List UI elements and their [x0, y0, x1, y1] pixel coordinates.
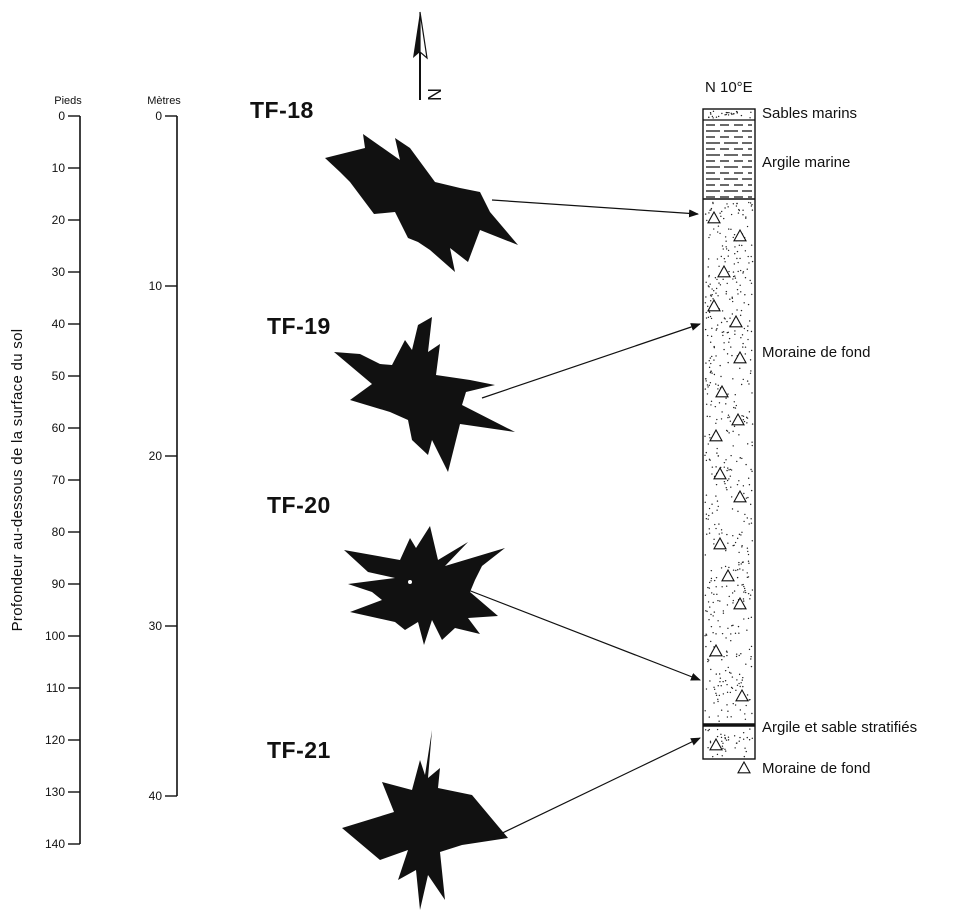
- metre-scale: Mètres 0 10 20 30 40: [147, 95, 181, 803]
- till-clast-icon: [733, 489, 747, 503]
- layer-label-moraine-de-fond-upper: Moraine de fond: [762, 344, 870, 361]
- feet-tick-label: 80: [52, 525, 66, 539]
- metre-tick-label: 20: [149, 449, 163, 463]
- metre-unit-label: Mètres: [147, 95, 181, 107]
- till-clast-icon: [707, 298, 721, 312]
- sample-label-tf19: TF-19: [267, 313, 331, 339]
- feet-tick-label: 40: [52, 317, 66, 331]
- till-clast-icon: [731, 412, 745, 426]
- fabric-rose-tf18: [325, 134, 518, 272]
- till-clast-icon: [717, 264, 731, 278]
- feet-tick-label: 70: [52, 473, 66, 487]
- arrow-tf18: [491, 199, 699, 218]
- till-clast-icon: [737, 760, 751, 774]
- feet-tick-label: 100: [45, 629, 65, 643]
- feet-tick-label: 120: [45, 733, 65, 747]
- sample-label-tf18: TF-18: [250, 97, 314, 123]
- till-clast-icon: [733, 596, 747, 610]
- feet-tick-label: 110: [46, 681, 65, 695]
- layer-label-argile-sable-stratifies: Argile et sable stratifiés: [762, 719, 917, 736]
- till-clast-icon: [709, 428, 723, 442]
- till-clast-icon: [709, 643, 723, 657]
- fabric-rose-tf19: [334, 317, 515, 472]
- till-clast-icon: [709, 737, 723, 751]
- till-clast-icon: [733, 228, 747, 242]
- till-clast-icon: [735, 688, 749, 702]
- arrow-tf19: [481, 323, 701, 399]
- sample-label-tf20: TF-20: [267, 492, 331, 518]
- layer-label-sables-marins: Sables marins: [762, 105, 857, 122]
- feet-tick-label: 90: [52, 577, 66, 591]
- feet-scale: Pieds 0 10 20 30 40 50 60 70 80 90 100 110 120 130 140: [45, 95, 82, 851]
- till-clast-icon: [733, 350, 747, 364]
- fabric-rose-tf21: [342, 730, 508, 910]
- till-clast-icon: [713, 536, 727, 550]
- depth-axis-title: Profondeur au-dessous de la surface du s…: [9, 329, 26, 632]
- arrow-tf21: [491, 737, 701, 839]
- feet-tick-label: 140: [45, 837, 65, 851]
- sample-label-tf21: TF-21: [267, 737, 331, 763]
- metre-tick-label: 10: [149, 279, 163, 293]
- till-clast-icon: [721, 568, 735, 582]
- feet-tick-label: 130: [45, 785, 65, 799]
- metre-tick-label: 40: [149, 789, 163, 803]
- layer-label-argile-marine: Argile marine: [762, 154, 850, 171]
- feet-tick-label: 50: [52, 369, 66, 383]
- section-orientation-label: N 10°E: [705, 79, 753, 96]
- north-arrow-letter: N: [424, 88, 444, 101]
- rose-center-mark: [408, 580, 412, 584]
- feet-tick-label: 10: [52, 161, 66, 175]
- metre-tick-label: 30: [149, 619, 163, 633]
- till-clast-icon: [715, 384, 729, 398]
- fabric-rose-tf20: [344, 526, 505, 645]
- feet-tick-label: 0: [58, 109, 65, 123]
- stratigraphic-column: [702, 108, 756, 774]
- till-clast-icon: [729, 314, 743, 328]
- layer-label-moraine-de-fond-lower: Moraine de fond: [762, 760, 870, 777]
- till-clast-icon: [713, 466, 727, 480]
- metre-tick-label: 0: [155, 109, 162, 123]
- feet-tick-label: 20: [52, 213, 66, 227]
- north-arrow-icon: N: [413, 11, 444, 101]
- feet-tick-label: 30: [52, 265, 66, 279]
- till-clast-icon: [707, 210, 721, 224]
- feet-unit-label: Pieds: [54, 95, 82, 107]
- feet-tick-label: 60: [52, 421, 66, 435]
- arrow-tf20: [467, 589, 701, 681]
